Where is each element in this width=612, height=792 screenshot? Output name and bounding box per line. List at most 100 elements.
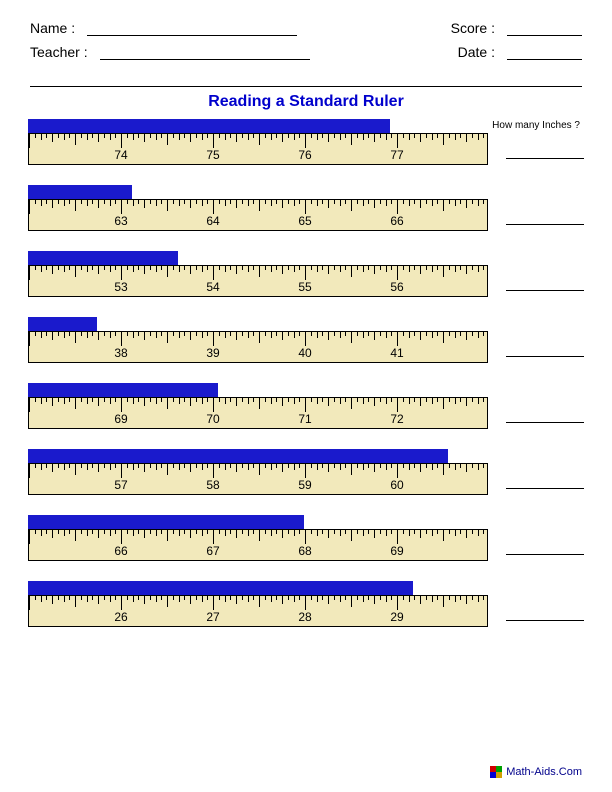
answer-blank[interactable]: [506, 211, 584, 225]
ruler-tick: [225, 398, 226, 404]
ruler-tick: [190, 266, 191, 274]
ruler-tick: [29, 200, 30, 214]
ruler-tick: [230, 332, 231, 336]
ruler-number: 71: [298, 412, 311, 426]
ruler-tick: [156, 200, 157, 206]
ruler-tick: [334, 596, 335, 600]
ruler-tick: [110, 200, 111, 206]
date-blank[interactable]: [507, 44, 582, 60]
name-blank[interactable]: [87, 20, 297, 36]
ruler-tick: [288, 332, 289, 336]
ruler-tick: [133, 398, 134, 404]
ruler-tick: [41, 530, 42, 536]
ruler-tick: [121, 398, 122, 412]
ruler-tick: [311, 596, 312, 600]
ruler-tick: [282, 200, 283, 208]
problem-row: 66676869: [28, 515, 584, 561]
ruler-tick: [58, 596, 59, 600]
ruler-tick: [202, 398, 203, 404]
ruler-tick: [368, 464, 369, 468]
ruler-tick: [133, 134, 134, 140]
ruler-tick: [322, 464, 323, 468]
ruler-tick: [380, 464, 381, 468]
answer-blank[interactable]: [506, 541, 584, 555]
ruler-tick: [380, 398, 381, 402]
answer-blank[interactable]: [506, 145, 584, 159]
ruler-tick: [29, 332, 30, 346]
ruler-tick: [225, 596, 226, 602]
ruler-tick: [115, 200, 116, 204]
ruler-tick: [52, 398, 53, 406]
ruler-tick: [443, 332, 444, 343]
ruler-tick: [213, 398, 214, 412]
ruler-tick: [225, 332, 226, 338]
teacher-blank[interactable]: [100, 44, 310, 60]
ruler-tick: [104, 266, 105, 270]
ruler-tick: [386, 134, 387, 140]
ruler-tick: [294, 266, 295, 272]
ruler-tick: [426, 200, 427, 204]
ruler-tick: [265, 464, 266, 468]
ruler-tick: [409, 134, 410, 140]
ruler-tick: [144, 134, 145, 142]
ruler-tick: [144, 596, 145, 604]
ruler-tick: [397, 266, 398, 280]
ruler-tick: [236, 530, 237, 538]
ruler-tick: [115, 530, 116, 534]
ruler-tick: [443, 530, 444, 541]
answer-blank[interactable]: [506, 607, 584, 621]
ruler-tick: [455, 266, 456, 272]
footer-logo-icon: [490, 766, 502, 778]
answer-blank[interactable]: [506, 475, 584, 489]
ruler: 69707172: [28, 397, 488, 429]
ruler-number: 74: [114, 148, 127, 162]
score-blank[interactable]: [507, 20, 582, 36]
ruler-tick: [207, 134, 208, 138]
ruler-tick: [92, 596, 93, 600]
ruler-tick: [110, 134, 111, 140]
ruler-block: 63646566: [28, 185, 488, 231]
ruler-tick: [207, 530, 208, 534]
ruler-number: 65: [298, 214, 311, 228]
ruler-tick: [265, 596, 266, 600]
ruler-tick: [386, 266, 387, 272]
ruler-tick: [230, 464, 231, 468]
ruler-tick: [403, 530, 404, 534]
ruler-tick: [259, 266, 260, 277]
measurement-bar: [28, 449, 448, 463]
ruler-tick: [156, 596, 157, 602]
ruler-tick: [242, 530, 243, 534]
ruler-tick: [414, 134, 415, 138]
ruler-tick: [46, 464, 47, 468]
ruler-tick: [75, 530, 76, 541]
ruler-tick: [305, 398, 306, 412]
ruler-tick: [81, 134, 82, 138]
ruler-tick: [345, 398, 346, 402]
ruler-tick: [259, 464, 260, 475]
ruler-tick: [207, 464, 208, 468]
answer-blank[interactable]: [506, 277, 584, 291]
ruler-tick: [380, 200, 381, 204]
ruler-tick: [104, 464, 105, 468]
ruler-tick: [386, 200, 387, 206]
ruler-tick: [311, 200, 312, 204]
ruler-tick: [121, 266, 122, 280]
ruler-tick: [115, 266, 116, 270]
answer-blank[interactable]: [506, 343, 584, 357]
worksheet-header: Name : Score : Teacher : Date :: [0, 0, 612, 78]
ruler-tick: [276, 596, 277, 600]
ruler-tick: [259, 134, 260, 145]
ruler-tick: [230, 530, 231, 534]
ruler-number: 69: [114, 412, 127, 426]
answer-blank[interactable]: [506, 409, 584, 423]
ruler-tick: [75, 596, 76, 607]
ruler-tick: [87, 596, 88, 602]
ruler-tick: [81, 596, 82, 600]
ruler: 66676869: [28, 529, 488, 561]
ruler-tick: [138, 530, 139, 534]
ruler-tick: [265, 530, 266, 534]
ruler-tick: [92, 464, 93, 468]
ruler-tick: [98, 530, 99, 538]
ruler-tick: [207, 200, 208, 204]
ruler-tick: [133, 596, 134, 602]
